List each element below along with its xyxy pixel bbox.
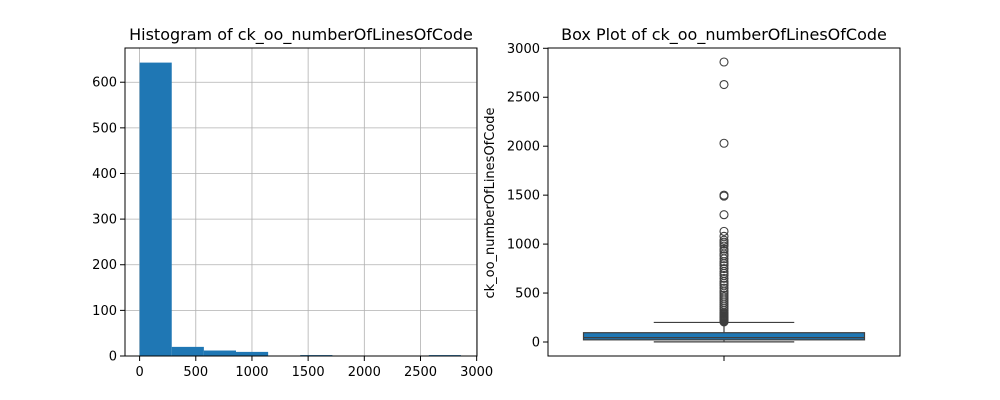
- histogram-x-tick-label: 2500: [404, 365, 437, 380]
- histogram-y-tick-label: 600: [92, 76, 117, 91]
- boxplot-y-tick-label: 500: [515, 287, 540, 302]
- boxplot-box: [582, 332, 866, 341]
- histogram-bar: [203, 350, 237, 356]
- boxplot-y-ticks: 0 500 1000 1500 2000 2500 3000: [507, 42, 548, 351]
- histogram-y-ticks: 0 100 200 300 400 500 600: [92, 76, 125, 365]
- histogram-bar: [171, 346, 204, 356]
- boxplot-y-tick-label: 1500: [507, 189, 540, 204]
- boxplot-outlier-point: [719, 244, 729, 254]
- histogram-x-ticks: 0 500 1000 1500 2000 2500 3000: [135, 356, 493, 380]
- histogram-frame: [124, 47, 478, 357]
- histogram-bar: [236, 351, 269, 356]
- histogram-x-tick-label: 0: [135, 365, 143, 380]
- histogram-bars: [139, 62, 461, 357]
- histogram-title: Histogram of ck_oo_numberOfLinesOfCode: [129, 25, 473, 45]
- boxplot-y-tick-label: 1000: [507, 238, 540, 253]
- boxplot-outlier-point: [719, 273, 729, 283]
- histogram-y-tick-label: 200: [92, 258, 117, 273]
- histogram-chart: Histogram of ck_oo_numberOfLinesOfCode 0…: [92, 25, 493, 380]
- boxplot-marks: [582, 57, 866, 343]
- boxplot-outlier-point: [719, 79, 729, 90]
- boxplot-outlier-point: [719, 57, 729, 67]
- boxplot-outlier-point: [719, 210, 729, 220]
- histogram-x-tick-label: 1500: [292, 365, 325, 380]
- boxplot-title: Box Plot of ck_oo_numberOfLinesOfCode: [561, 25, 887, 45]
- histogram-bar: [139, 62, 172, 357]
- histogram-y-tick-label: 500: [92, 121, 117, 136]
- boxplot-outlier-point: [719, 235, 729, 245]
- histogram-x-tick-label: 500: [183, 365, 208, 380]
- boxplot-y-axis-label: ck_oo_numberOfLinesOfCode: [483, 107, 498, 298]
- histogram-y-tick-label: 300: [92, 213, 117, 228]
- boxplot-outlier-point: [719, 231, 729, 241]
- histogram-y-tick-label: 400: [92, 167, 117, 182]
- boxplot-y-tick-label: 3000: [507, 42, 540, 57]
- histogram-y-tick-label: 100: [92, 304, 117, 319]
- boxplot-outlier-point: [719, 283, 729, 293]
- boxplot-chart: Box Plot of ck_oo_numberOfLinesOfCode ck…: [483, 25, 901, 361]
- boxplot-outlier-point: [719, 226, 729, 236]
- histogram-grid: [125, 48, 478, 357]
- histogram-x-tick-label: 3000: [460, 365, 493, 380]
- boxplot-outlier-point: [719, 138, 729, 148]
- boxplot-y-tick-label: 2000: [507, 140, 540, 155]
- boxplot-y-tick-label: 0: [532, 336, 540, 351]
- boxplot-outlier-point: [719, 190, 729, 200]
- boxplot-outlier-point: [719, 264, 729, 274]
- histogram-x-tick-label: 2000: [348, 365, 381, 380]
- boxplot-y-tick-label: 2500: [507, 91, 540, 106]
- histogram-y-tick-label: 0: [109, 350, 117, 365]
- histogram-x-tick-label: 1000: [235, 365, 268, 380]
